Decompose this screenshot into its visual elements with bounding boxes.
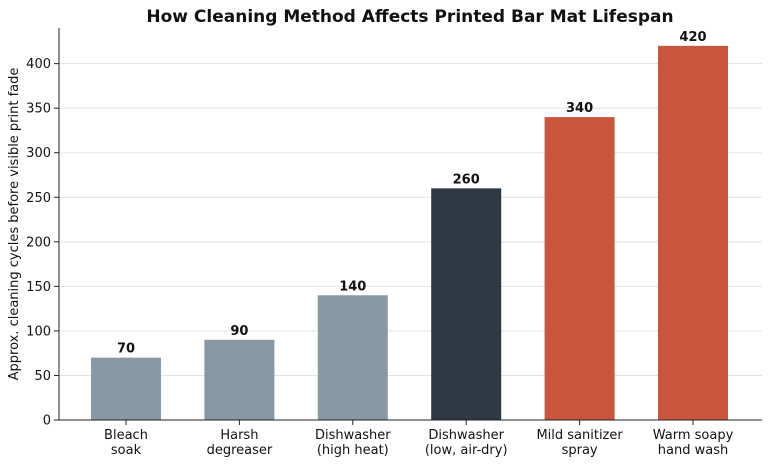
chart-title: How Cleaning Method Affects Printed Bar … bbox=[146, 7, 673, 27]
bar bbox=[91, 357, 161, 420]
value-label: 340 bbox=[566, 101, 593, 116]
y-tick-label: 400 bbox=[26, 57, 51, 72]
bar bbox=[544, 117, 615, 420]
bar bbox=[431, 188, 502, 420]
bar bbox=[317, 295, 388, 420]
y-tick-label: 350 bbox=[26, 102, 51, 117]
x-tick-label: Warm soapy hand wash bbox=[653, 428, 734, 458]
value-label: 140 bbox=[339, 279, 366, 294]
value-label: 260 bbox=[453, 172, 480, 187]
y-tick-label: 100 bbox=[26, 324, 51, 339]
x-tick-label: Bleach soak bbox=[104, 428, 148, 458]
x-tick-label: Dishwasher (low, air-dry) bbox=[425, 428, 508, 458]
value-label: 70 bbox=[117, 342, 135, 357]
y-tick-label: 50 bbox=[34, 369, 51, 384]
x-tick-label: Dishwasher (high heat) bbox=[315, 428, 391, 458]
y-tick-label: 200 bbox=[26, 235, 51, 250]
y-tick-label: 0 bbox=[43, 414, 51, 429]
bar bbox=[658, 45, 728, 421]
value-label: 90 bbox=[230, 324, 248, 339]
value-label: 420 bbox=[679, 30, 706, 45]
y-tick-label: 150 bbox=[26, 280, 51, 295]
y-axis-label: Approx. cleaning cycles before visible p… bbox=[7, 68, 22, 381]
y-tick-label: 300 bbox=[26, 146, 51, 161]
x-tick-label: Mild sanitizer spray bbox=[536, 428, 623, 458]
bar bbox=[204, 339, 275, 420]
x-tick-label: Harsh degreaser bbox=[207, 428, 273, 458]
y-tick-label: 250 bbox=[26, 191, 51, 206]
